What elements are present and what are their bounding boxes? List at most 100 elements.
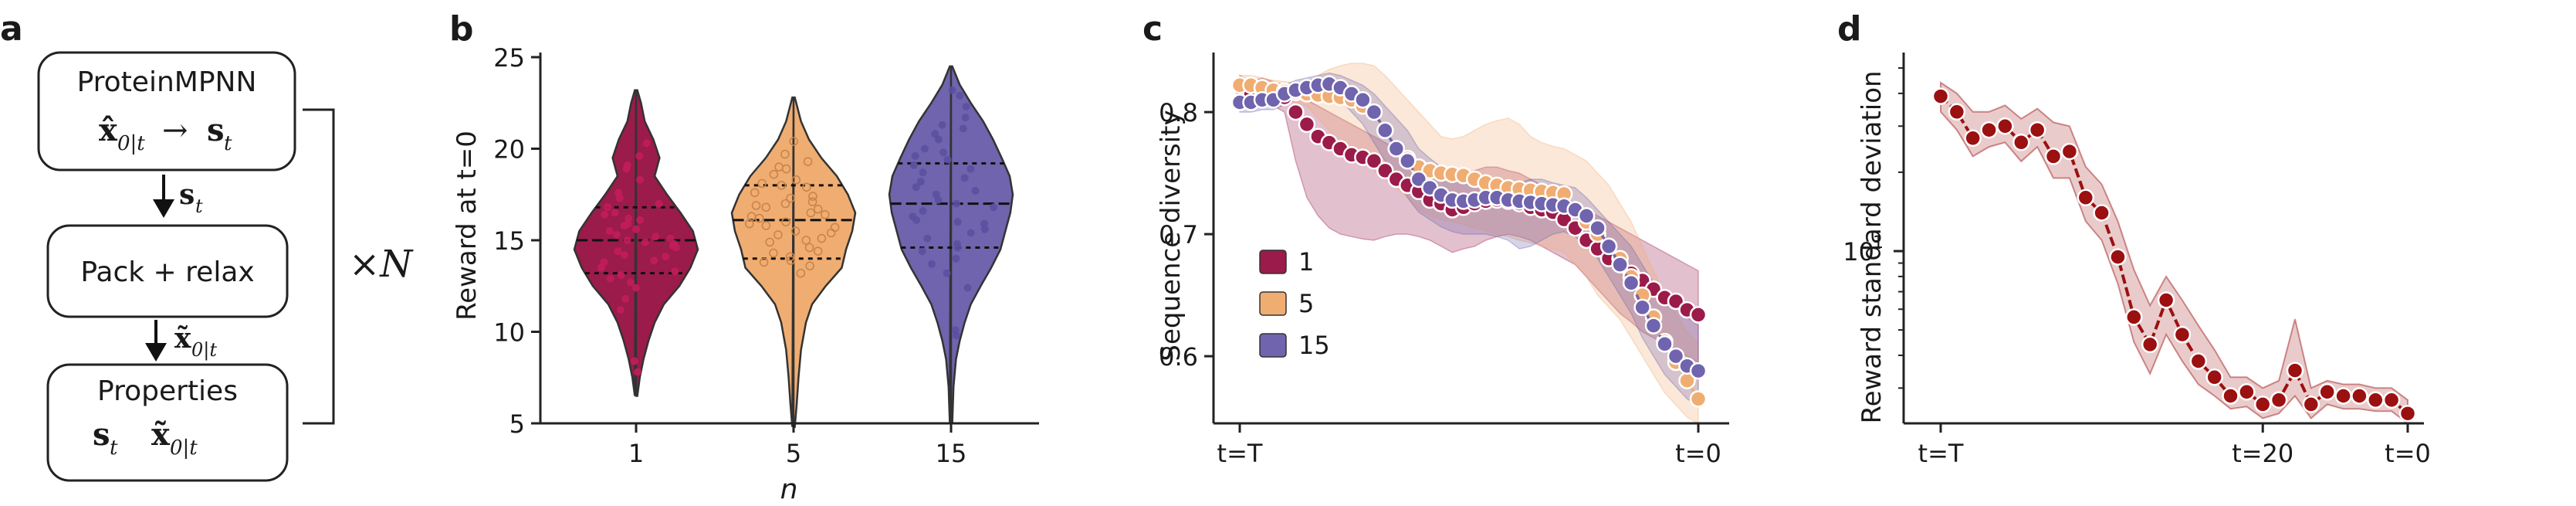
panel-d-y-label: Reward standard deviation: [1857, 70, 1887, 423]
point: [2028, 121, 2046, 139]
data-point: [952, 254, 960, 263]
properties-x-tilde: x̃: [151, 416, 171, 453]
data-point: [789, 137, 798, 146]
series-15: [1230, 75, 1708, 380]
data-point: [962, 103, 970, 110]
y-tick-label-exponent: 1: [1873, 233, 1884, 253]
arrow-down-1: [153, 175, 174, 218]
panel-b-x-label: n: [780, 474, 798, 505]
panel-letter-d: d: [1837, 9, 1862, 49]
point: [2270, 391, 2288, 409]
data-point: [785, 252, 795, 262]
point: [1689, 306, 1708, 324]
data-point: [807, 197, 817, 207]
formula-x-hat-sub: 0|t: [117, 132, 145, 155]
point: [1287, 103, 1305, 121]
data-point: [621, 294, 630, 303]
data-point: [622, 165, 631, 173]
formula-s-sub: t: [224, 132, 232, 155]
point: [1644, 317, 1663, 335]
data-point: [943, 155, 952, 164]
data-point: [652, 233, 660, 241]
properties-title: Properties: [97, 375, 238, 407]
series-line: [1931, 87, 2417, 423]
data-point: [938, 121, 946, 129]
data-point: [966, 229, 975, 237]
panel-letter-b: b: [449, 9, 474, 49]
legend-label-15: 15: [1298, 331, 1330, 360]
data-point: [773, 230, 783, 239]
arrow-down-2: [145, 320, 167, 362]
data-point: [666, 234, 675, 243]
data-point: [655, 199, 663, 208]
y-tick-label: 0.6: [1159, 342, 1198, 372]
data-point: [786, 193, 795, 203]
pack-relax-title: Pack + relax: [80, 256, 254, 288]
point: [1399, 152, 1417, 170]
properties-s: s: [93, 416, 110, 453]
data-point: [620, 222, 628, 229]
legend-label-1: 1: [1298, 247, 1314, 277]
data-point: [796, 268, 806, 278]
panel-d-axes: 101 t=T t=20 t=0: [1843, 53, 2431, 468]
point: [1948, 103, 1966, 121]
point: [2044, 148, 2063, 165]
data-point: [826, 228, 836, 238]
x-tick-label: t=0: [2385, 439, 2431, 468]
arrow1-label-sub: t: [195, 195, 203, 217]
data-point: [630, 357, 638, 365]
repeat-bracket: [303, 108, 335, 425]
x-tick-label: t=0: [1675, 439, 1721, 468]
data-point: [769, 248, 778, 258]
data-point: [744, 219, 754, 229]
data-point: [612, 230, 621, 239]
data-point: [636, 216, 645, 224]
data-point: [927, 260, 936, 268]
panel-d-line-chart: 101 t=T t=20 t=0 Reward standard deviation: [1843, 53, 2431, 468]
formula-x-hat: x̂: [99, 112, 118, 148]
data-point: [990, 203, 998, 212]
point: [2173, 325, 2192, 344]
data-point: [641, 238, 649, 246]
data-point: [956, 91, 964, 100]
point: [2382, 391, 2401, 409]
data-point: [803, 157, 813, 166]
data-point: [813, 204, 823, 214]
data-point: [600, 258, 608, 267]
point: [1611, 256, 1629, 273]
point: [1410, 170, 1428, 188]
point: [1689, 362, 1708, 380]
point: [2222, 387, 2239, 405]
data-point: [777, 181, 787, 190]
y-tick-label: 0.7: [1159, 220, 1198, 250]
arrow1-label-s: s: [179, 178, 195, 211]
x-tick-label: 1: [628, 439, 644, 468]
point: [1667, 347, 1685, 365]
data-point: [790, 226, 801, 236]
panel-a-diagram: ProteinMPNN x̂ 0|t → s t s t Pack + rela…: [37, 51, 414, 482]
data-point: [916, 178, 925, 186]
arrow2-label-sub: 0|t: [191, 339, 217, 362]
proteinmpnn-formula: x̂ 0|t → s t: [99, 112, 232, 155]
data-point: [943, 269, 951, 277]
point: [2093, 204, 2111, 222]
data-point: [781, 217, 790, 227]
point: [2125, 308, 2143, 326]
data-point: [911, 152, 919, 160]
y-tick-label: 5: [509, 409, 525, 439]
violin-body-1: [573, 89, 699, 397]
data-point: [923, 234, 932, 243]
data-point: [765, 237, 775, 247]
data-point: [920, 144, 929, 153]
data-point: [791, 175, 801, 185]
data-point: [780, 199, 790, 209]
data-point: [761, 202, 771, 212]
data-point: [952, 331, 960, 340]
data-point: [804, 243, 814, 253]
data-point: [953, 218, 962, 226]
violins: [573, 65, 1014, 429]
data-point: [817, 233, 827, 243]
data-point: [980, 225, 989, 233]
data-point: [780, 149, 790, 159]
